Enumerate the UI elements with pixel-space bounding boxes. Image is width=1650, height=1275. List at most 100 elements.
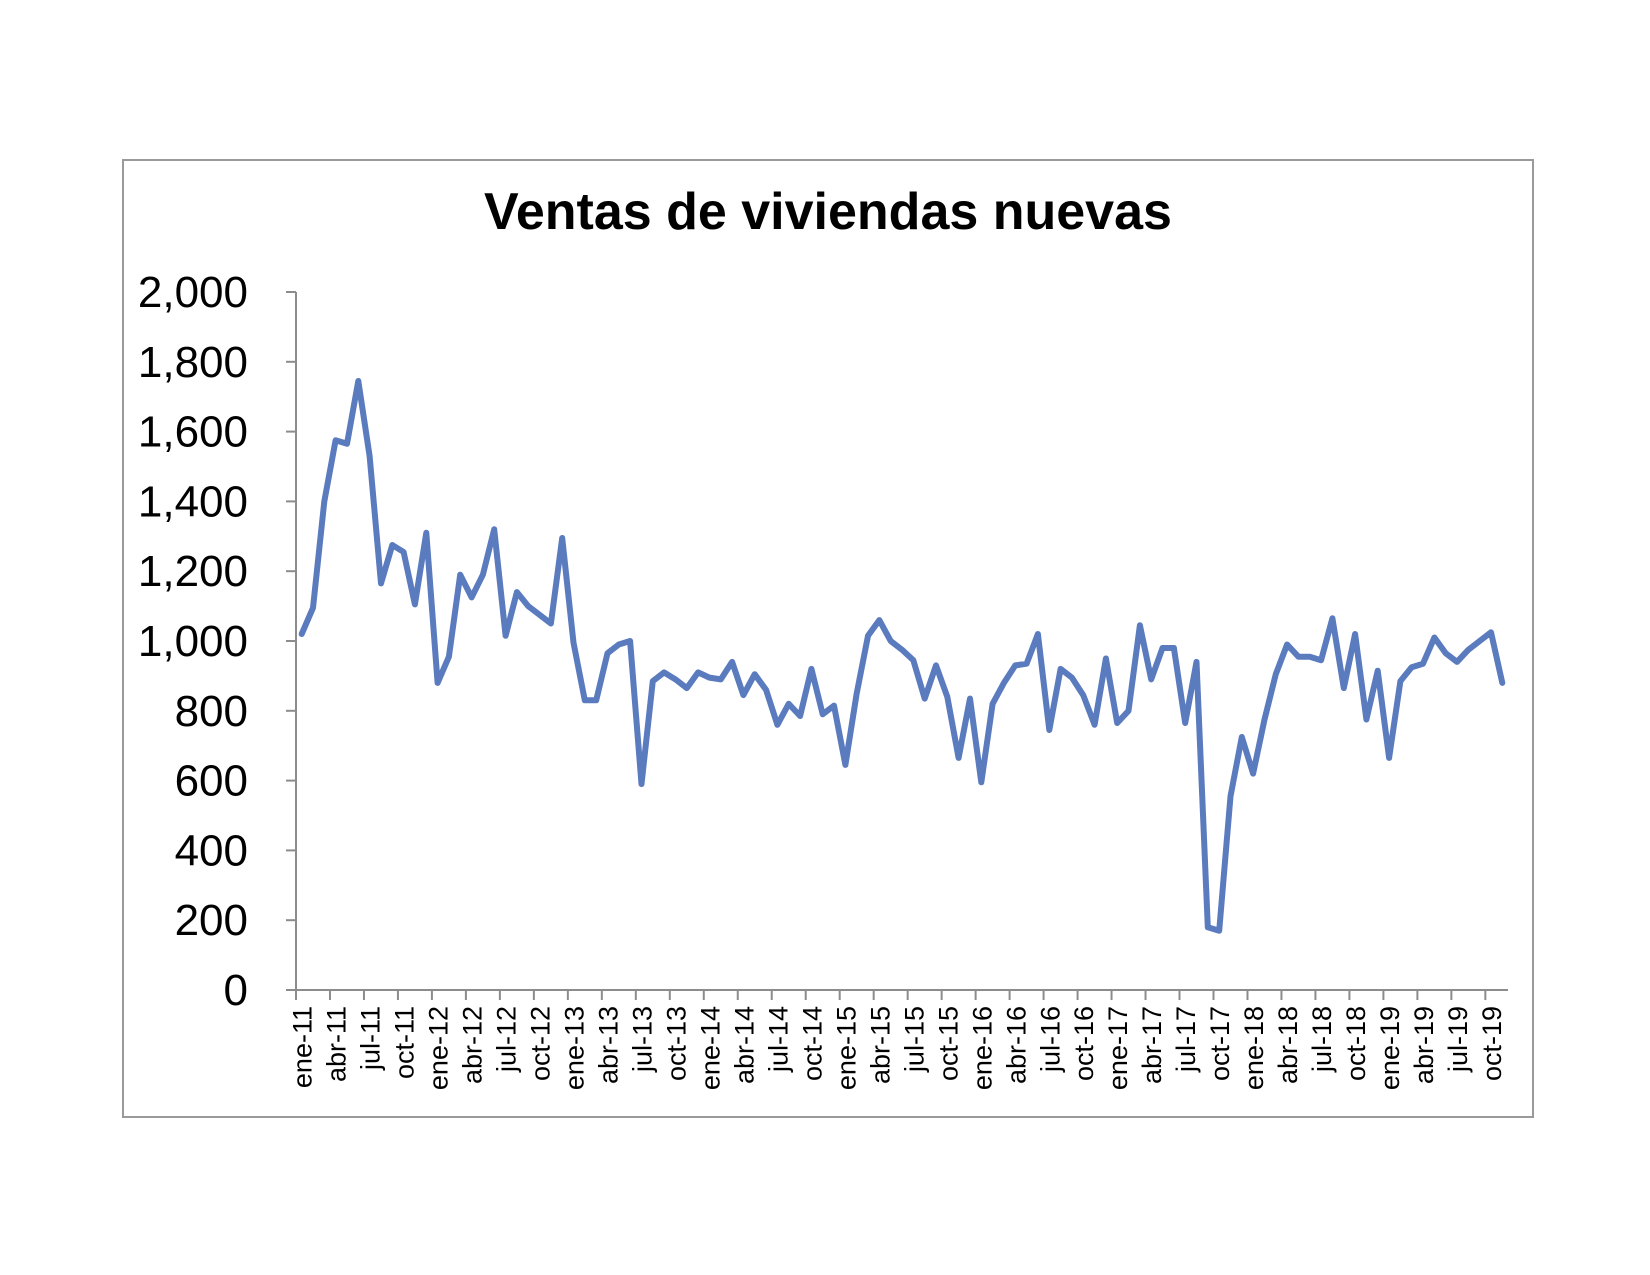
x-tick-label: abr-17 [1137, 1006, 1167, 1084]
data-point [1250, 771, 1256, 777]
x-tick-label: oct-15 [933, 1006, 963, 1081]
data-point [1046, 727, 1052, 733]
data-point [1307, 654, 1313, 660]
data-point [1239, 734, 1245, 740]
data-point [627, 638, 633, 644]
data-point [491, 526, 497, 532]
data-point [990, 701, 996, 707]
data-point [355, 378, 361, 384]
data-point [1024, 661, 1030, 667]
x-tick-label: jul-11 [356, 1006, 386, 1071]
x-tick-label: oct-19 [1477, 1006, 1507, 1081]
x-tick-label: abr-11 [322, 1006, 352, 1082]
x-tick-label: oct-18 [1341, 1006, 1371, 1081]
x-tick-label: abr-14 [729, 1006, 759, 1084]
data-point [401, 549, 407, 555]
data-point [1273, 671, 1279, 677]
data-point [1092, 722, 1098, 728]
x-tick-label: jul-19 [1443, 1006, 1473, 1073]
x-tick-label: oct-13 [661, 1006, 691, 1081]
x-tick-label: jul-12 [492, 1006, 522, 1073]
data-point [1352, 631, 1358, 637]
data-point [729, 659, 735, 665]
x-tick-label: oct-17 [1205, 1006, 1235, 1081]
x-tick-label: abr-15 [865, 1006, 895, 1084]
data-point [910, 657, 916, 663]
chart-frame [122, 159, 1534, 1118]
data-point [944, 694, 950, 700]
data-point [321, 498, 327, 504]
y-tick-label: 1,400 [138, 477, 248, 526]
data-point [786, 701, 792, 707]
data-point [1284, 642, 1290, 648]
data-point [1488, 629, 1494, 635]
y-axis: 0 200 400 600 800 1,000 1,200 1,400 1,600 1,800 2,… [138, 268, 297, 1015]
x-tick-label: ene-18 [1239, 1006, 1269, 1090]
x-tick-label: oct-14 [797, 1006, 827, 1081]
x-tick-label: ene-12 [424, 1006, 454, 1090]
data-point [854, 690, 860, 696]
data-point [1409, 664, 1415, 670]
data-point [514, 589, 520, 595]
data-point [1228, 793, 1234, 799]
data-point [763, 687, 769, 693]
data-point [899, 647, 905, 653]
x-tick-label: jul-15 [899, 1006, 929, 1073]
data-point [457, 572, 463, 578]
data-point [876, 617, 882, 623]
x-tick-label: oct-16 [1069, 1006, 1099, 1081]
x-tick-label: abr-13 [593, 1006, 623, 1084]
data-point [797, 713, 803, 719]
y-tick-label: 600 [175, 757, 248, 806]
data-point [412, 601, 418, 607]
data-point [740, 692, 746, 698]
x-tick-label: ene-11 [288, 1006, 318, 1088]
data-point [367, 453, 373, 459]
x-tick-label: ene-13 [560, 1006, 590, 1090]
y-tick-label: 1,200 [138, 547, 248, 596]
data-point [525, 603, 531, 609]
data-point [774, 722, 780, 728]
data-point [559, 535, 565, 541]
data-point [378, 580, 384, 586]
data-point [1058, 666, 1064, 672]
data-point [333, 437, 339, 443]
data-point [1160, 645, 1166, 651]
data-point [1262, 717, 1268, 723]
data-point [1216, 928, 1222, 934]
data-point [299, 631, 305, 637]
data-point [752, 671, 758, 677]
data-point [1114, 720, 1120, 726]
data-point [888, 638, 894, 644]
data-point [1363, 717, 1369, 723]
data-point [978, 779, 984, 785]
data-point [922, 696, 928, 702]
x-tick-label: jul-13 [627, 1006, 657, 1073]
data-point [1443, 650, 1449, 656]
data-point [650, 678, 656, 684]
data-point [639, 781, 645, 787]
data-point [435, 680, 441, 686]
data-point [593, 697, 599, 703]
data-point [842, 762, 848, 768]
data-point [1194, 659, 1200, 665]
data-point [389, 542, 395, 548]
x-tick-label: jul-17 [1171, 1006, 1201, 1073]
x-tick-label: jul-16 [1035, 1006, 1065, 1073]
x-tick-label: abr-12 [458, 1006, 488, 1084]
data-point [1397, 678, 1403, 684]
x-tick-label: jul-18 [1307, 1006, 1337, 1073]
data-point [1012, 662, 1018, 668]
data-point [1137, 622, 1143, 628]
x-tick-label: ene-17 [1103, 1006, 1133, 1090]
x-tick-label: ene-16 [967, 1006, 997, 1090]
data-point [423, 530, 429, 536]
data-point [933, 662, 939, 668]
data-point [820, 711, 826, 717]
data-point [446, 654, 452, 660]
data-point [1375, 668, 1381, 674]
data-point [661, 669, 667, 675]
x-tick-label: abr-19 [1409, 1006, 1439, 1084]
data-point [684, 685, 690, 691]
y-tick-label: 1,600 [138, 408, 248, 457]
